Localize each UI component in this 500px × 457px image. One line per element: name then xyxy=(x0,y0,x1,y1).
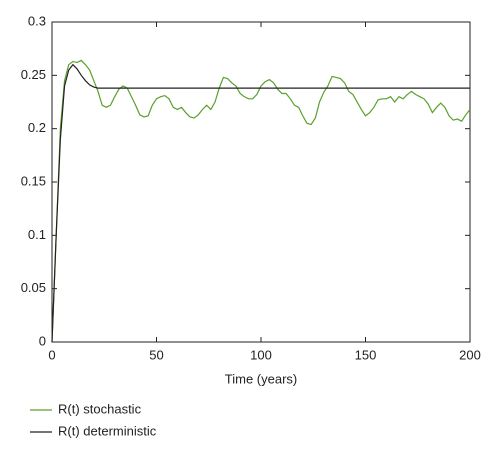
y-tick-label: 0.15 xyxy=(21,173,46,188)
x-axis-label: Time (years) xyxy=(225,371,297,386)
plot-frame xyxy=(51,21,471,343)
x-tick-label: 50 xyxy=(149,347,163,362)
y-tick-label: 0.25 xyxy=(21,67,46,82)
y-tick-label: 0.1 xyxy=(28,227,46,242)
data-line xyxy=(51,59,471,343)
x-tick-label: 0 xyxy=(48,347,55,362)
y-tick-label: 0.3 xyxy=(28,13,46,28)
x-tick-label: 100 xyxy=(250,347,272,362)
x-tick-label: 150 xyxy=(355,347,377,362)
data-line xyxy=(51,63,470,343)
legend-label: R(t) stochastic xyxy=(58,401,142,416)
legend-label: R(t) deterministic xyxy=(58,423,157,438)
y-tick-label: 0.05 xyxy=(21,280,46,295)
y-tick-label: 0.2 xyxy=(28,120,46,135)
y-tick-label: 0 xyxy=(39,333,46,348)
x-tick-label: 200 xyxy=(459,347,481,362)
